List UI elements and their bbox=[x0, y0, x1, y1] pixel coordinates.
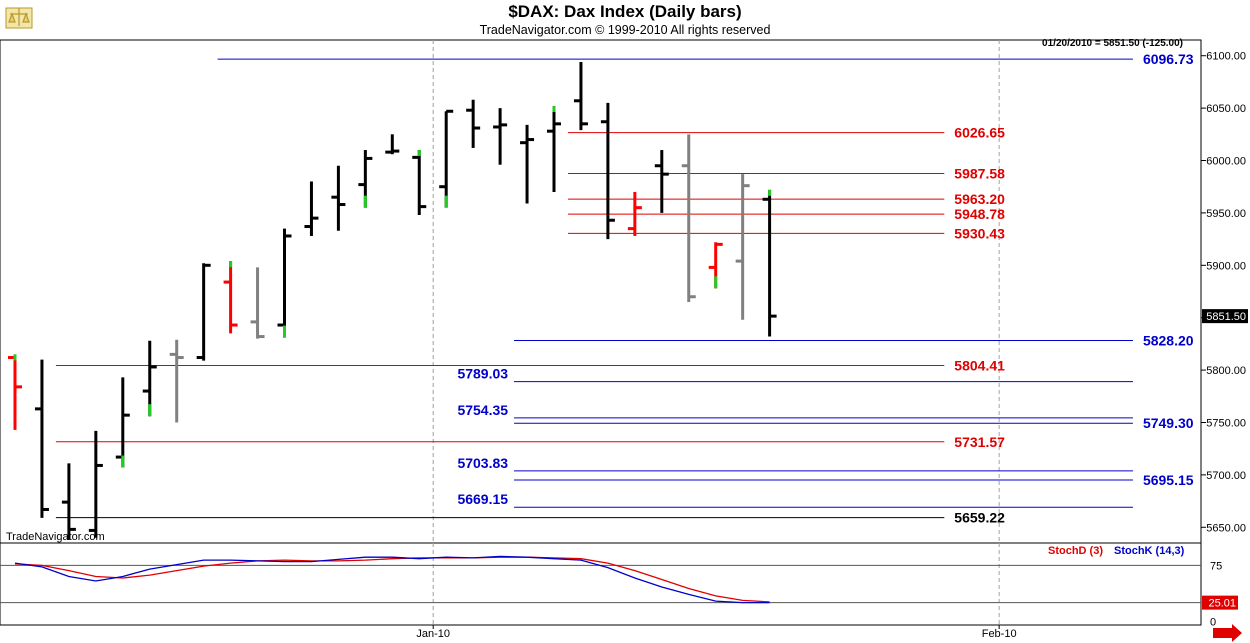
level-label: 6096.73 bbox=[1143, 51, 1194, 67]
ohlc-bar bbox=[115, 377, 130, 468]
ohlc-bar bbox=[385, 134, 400, 155]
price-panel bbox=[0, 39, 1202, 544]
ohlc-bar bbox=[304, 181, 319, 236]
level-label: 5930.43 bbox=[954, 225, 1005, 241]
stoch-tick-label: 75 bbox=[1210, 560, 1222, 572]
ohlc-bar bbox=[358, 150, 373, 208]
ohlc-bar bbox=[762, 189, 777, 337]
ohlc-bar bbox=[654, 150, 669, 213]
ohlc-bar bbox=[573, 62, 588, 131]
level-label: 5703.83 bbox=[457, 455, 508, 471]
level-label: 5695.15 bbox=[1143, 472, 1194, 488]
app-logo bbox=[5, 7, 33, 29]
y-tick-label: 5650.00 bbox=[1206, 522, 1246, 534]
ohlc-bar bbox=[735, 174, 750, 320]
ohlc-bar bbox=[520, 124, 535, 204]
ohlc-bar bbox=[8, 354, 22, 430]
level-label: 6026.65 bbox=[954, 125, 1005, 141]
ohlc-bar bbox=[466, 99, 481, 148]
chart-subtitle: TradeNavigator.com © 1999-2010 All right… bbox=[480, 23, 771, 37]
ohlc-bar bbox=[223, 261, 238, 334]
stochd-line bbox=[14, 556, 770, 603]
y-tick-label: 5900.00 bbox=[1206, 260, 1246, 272]
ohlc-bar bbox=[331, 165, 346, 231]
ohlc-bar bbox=[493, 108, 508, 165]
stochk-line bbox=[14, 555, 770, 604]
ohlc-bar bbox=[600, 102, 615, 240]
legend-stochk: StochK (14,3) bbox=[1114, 545, 1185, 557]
level-label: 5948.78 bbox=[954, 206, 1005, 222]
ohlc-bar bbox=[708, 242, 723, 289]
scroll-right-icon[interactable] bbox=[1213, 624, 1242, 642]
stochastic-panel bbox=[0, 542, 1202, 626]
level-label: 5659.22 bbox=[954, 510, 1005, 526]
last-price-box bbox=[1202, 309, 1248, 324]
level-label: 5963.20 bbox=[954, 191, 1005, 207]
ohlc-bar bbox=[88, 430, 103, 538]
y-tick-label: 6100.00 bbox=[1206, 51, 1246, 63]
ohlc-bar bbox=[547, 106, 561, 192]
level-label: 5749.30 bbox=[1143, 415, 1194, 431]
stoch-value-box bbox=[1202, 595, 1238, 610]
y-tick-label: 5700.00 bbox=[1206, 470, 1246, 482]
y-tick-label: 5950.00 bbox=[1206, 208, 1246, 220]
y-tick-label: 6000.00 bbox=[1206, 156, 1246, 168]
y-tick-label: 5800.00 bbox=[1206, 365, 1246, 377]
date-label: Feb-10 bbox=[982, 628, 1017, 640]
stoch-value-label: 25.01 bbox=[1208, 598, 1236, 610]
ohlc-bar bbox=[250, 267, 265, 339]
chart-title: $DAX: Dax Index (Daily bars) bbox=[508, 2, 741, 21]
level-label: 5987.58 bbox=[954, 166, 1005, 182]
level-label: 5789.03 bbox=[457, 366, 508, 382]
ohlc-bar bbox=[196, 263, 211, 361]
watermark: TradeNavigator.com bbox=[6, 531, 105, 543]
ohlc-bar bbox=[277, 228, 292, 338]
legend-stochd: StochD (3) bbox=[1048, 545, 1103, 557]
level-label: 5828.20 bbox=[1143, 333, 1194, 349]
ohlc-bar bbox=[142, 340, 157, 417]
ohlc-bar bbox=[61, 463, 76, 540]
level-label: 5804.41 bbox=[954, 357, 1005, 373]
ohlc-bar bbox=[439, 109, 454, 208]
ohlc-bar bbox=[34, 359, 49, 518]
ohlc-bar bbox=[627, 191, 642, 236]
date-label: Jan-10 bbox=[416, 628, 450, 640]
level-label: 5731.57 bbox=[954, 434, 1005, 450]
ohlc-bar bbox=[681, 134, 696, 302]
ohlc-bar bbox=[412, 150, 427, 216]
last-price-label: 5851.50 bbox=[1206, 311, 1246, 323]
y-tick-label: 6050.00 bbox=[1206, 103, 1246, 115]
y-tick-label: 5750.00 bbox=[1206, 417, 1246, 429]
level-label: 5754.35 bbox=[457, 402, 508, 418]
level-label: 5669.15 bbox=[457, 491, 508, 507]
ohlc-bar bbox=[169, 339, 184, 423]
stoch-tick-label: 0 bbox=[1210, 616, 1216, 628]
status-readout: 01/20/2010 = 5851.50 (-125.00) bbox=[1042, 38, 1183, 49]
